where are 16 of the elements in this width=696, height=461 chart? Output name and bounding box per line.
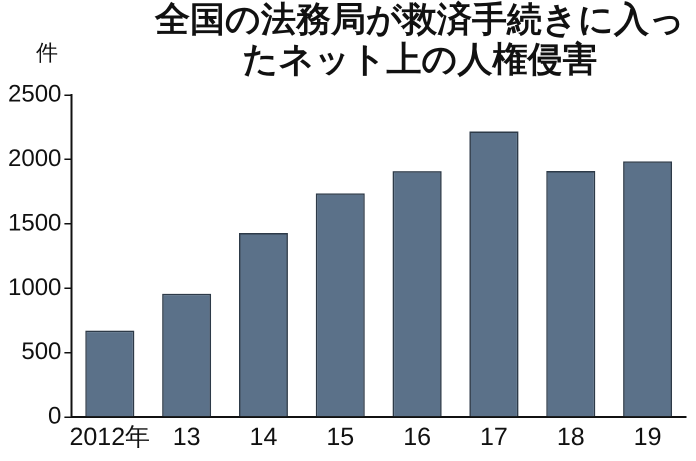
x-tick-label: 2012年 [69, 422, 150, 451]
x-tick-label: 17 [480, 422, 508, 451]
chart-title: 全国の法務局が救済手続きに入ったネット上の人権侵害 [154, 0, 686, 80]
y-axis-title: 件 [36, 40, 58, 68]
x-tick-label: 15 [326, 422, 354, 451]
x-tick-label: 18 [556, 422, 585, 451]
y-tick-label: 0 [48, 402, 62, 430]
x-tick-label: 16 [403, 422, 432, 451]
y-tick-label: 1500 [8, 209, 62, 236]
y-tick-label: 500 [21, 338, 62, 366]
x-tick-label: 13 [172, 422, 201, 451]
x-tick-label: 19 [634, 422, 662, 451]
x-tick-label: 14 [250, 422, 278, 451]
y-tick-label: 2000 [8, 145, 62, 172]
y-tick-label: 1000 [8, 274, 62, 301]
y-tick-label: 2500 [8, 80, 62, 108]
